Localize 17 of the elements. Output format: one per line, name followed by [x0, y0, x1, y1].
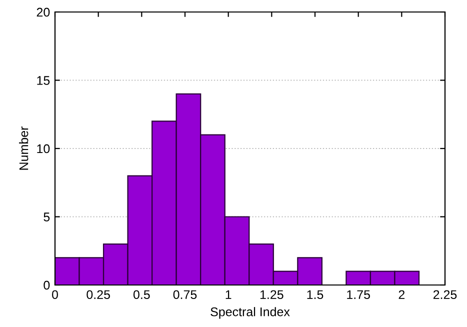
y-tick-label: 0 [44, 280, 50, 290]
x-tick-label: 0.25 [86, 290, 110, 300]
y-axis-title: Number [19, 126, 28, 170]
x-tick-label: 2.25 [433, 290, 457, 300]
x-tick-label: 1.5 [307, 290, 324, 300]
x-tick-label: 0 [52, 290, 58, 300]
x-tick-label: 0.5 [133, 290, 150, 300]
y-tick-label: 10 [37, 144, 50, 154]
y-tick-label: 20 [36, 8, 50, 17]
x-tick-label: 1 [226, 290, 232, 299]
y-tick-label: 5 [44, 212, 50, 222]
x-tick-label: 1.75 [347, 290, 370, 300]
x-tick-label: 1.25 [260, 290, 284, 300]
x-tick-label: 2 [398, 290, 405, 299]
x-tick-label: 0.75 [173, 290, 197, 300]
y-tick-label: 15 [37, 76, 50, 85]
x-axis-title: Spectral Index [210, 307, 290, 319]
